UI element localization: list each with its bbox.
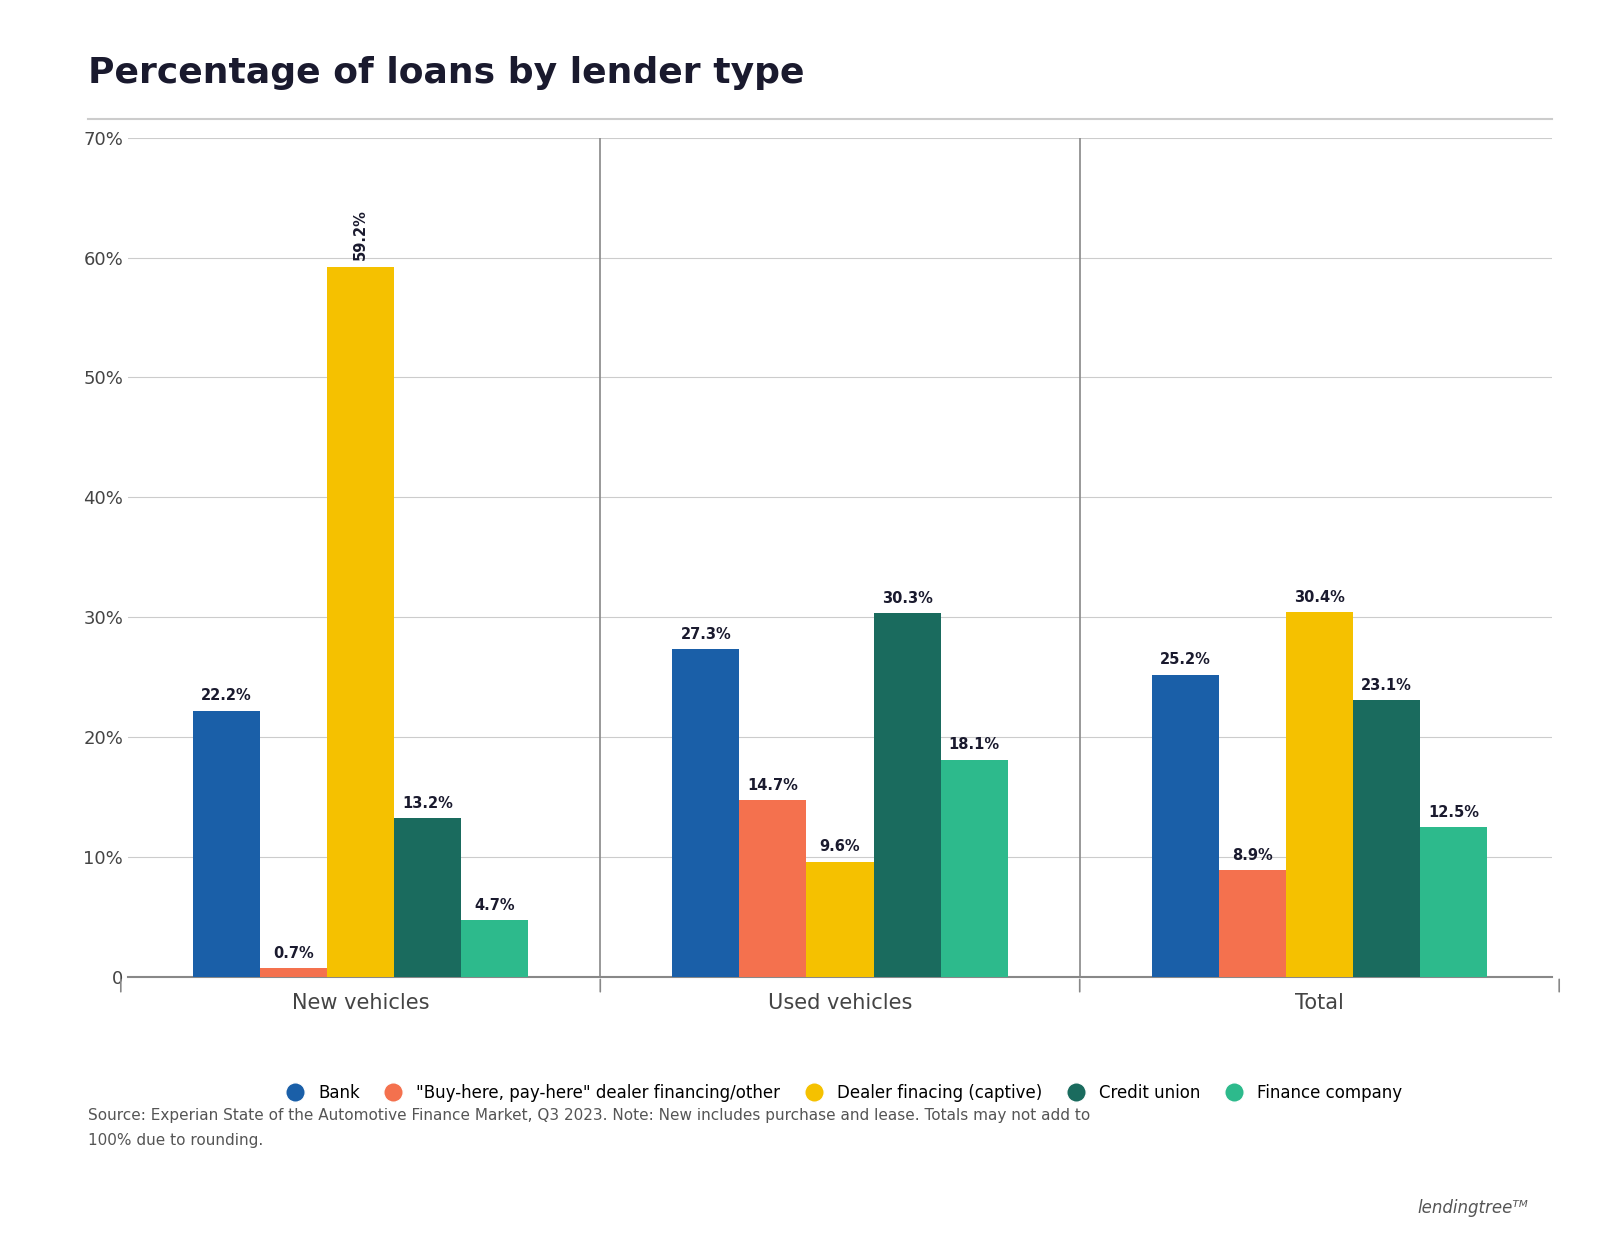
- Bar: [672, 650, 739, 977]
- Text: 8.9%: 8.9%: [1232, 848, 1272, 863]
- Bar: [259, 968, 326, 977]
- Text: Percentage of loans by lender type: Percentage of loans by lender type: [88, 56, 805, 90]
- Text: 22.2%: 22.2%: [202, 689, 251, 704]
- Bar: [941, 760, 1008, 977]
- Bar: [192, 711, 259, 977]
- Bar: [1286, 612, 1354, 977]
- Text: 12.5%: 12.5%: [1429, 805, 1480, 820]
- Text: 59.2%: 59.2%: [354, 209, 368, 260]
- Text: 23.1%: 23.1%: [1362, 677, 1413, 692]
- Bar: [874, 613, 941, 977]
- Text: 14.7%: 14.7%: [747, 779, 798, 794]
- Bar: [739, 800, 806, 977]
- Bar: [1219, 870, 1286, 977]
- Text: 30.4%: 30.4%: [1294, 590, 1346, 605]
- Text: 9.6%: 9.6%: [819, 839, 861, 854]
- Bar: [1152, 675, 1219, 977]
- Bar: [394, 819, 461, 977]
- Bar: [806, 861, 874, 977]
- Bar: [1421, 826, 1488, 977]
- Legend: Bank, "Buy-here, pay-here" dealer financing/other, Dealer finacing (captive), Cr: Bank, "Buy-here, pay-here" dealer financ…: [272, 1077, 1408, 1108]
- Text: 18.1%: 18.1%: [949, 737, 1000, 752]
- Text: 13.2%: 13.2%: [402, 796, 453, 811]
- Bar: [1354, 700, 1421, 977]
- Bar: [461, 920, 528, 977]
- Text: 27.3%: 27.3%: [680, 627, 731, 642]
- Text: 4.7%: 4.7%: [475, 898, 515, 913]
- Bar: [326, 267, 394, 977]
- Text: Source: Experian State of the Automotive Finance Market, Q3 2023. Note: New incl: Source: Experian State of the Automotive…: [88, 1108, 1090, 1148]
- Text: 25.2%: 25.2%: [1160, 652, 1211, 667]
- Text: lendingtreeᵀᴹ: lendingtreeᵀᴹ: [1418, 1199, 1528, 1217]
- Text: 30.3%: 30.3%: [882, 591, 933, 606]
- Text: 0.7%: 0.7%: [274, 947, 314, 962]
